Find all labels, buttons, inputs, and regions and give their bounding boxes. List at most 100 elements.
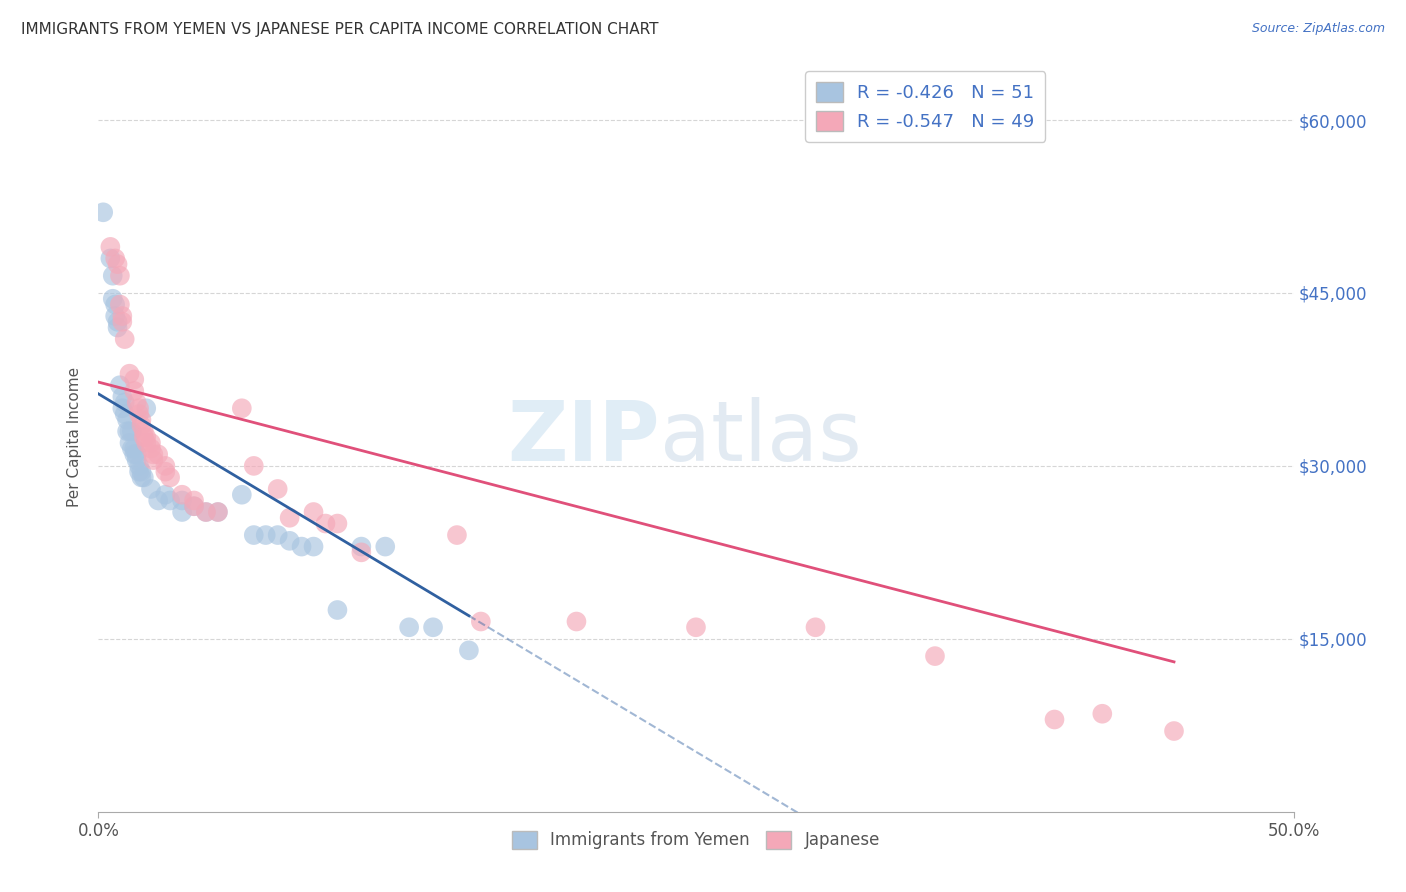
Point [315,516,337,531]
Point [104,297,127,311]
Point [128,458,150,473]
Point [326,516,349,531]
Point [398,620,420,634]
Point [159,493,181,508]
Point [446,528,468,542]
Point [155,488,177,502]
Point [924,649,946,664]
Point [91,205,114,219]
Point [104,252,127,266]
Point [111,401,134,416]
Point [139,435,162,450]
Y-axis label: Per Capita Income: Per Capita Income [67,367,83,508]
Point [128,407,150,421]
Point [254,528,277,542]
Point [124,447,146,461]
Point [207,505,229,519]
Point [111,390,134,404]
Point [135,430,157,444]
Point [124,442,146,456]
Point [374,540,396,554]
Point [131,465,153,479]
Point [278,533,301,548]
Point [422,620,444,634]
Point [291,540,314,554]
Point [121,442,143,456]
Point [108,297,131,311]
Point [101,268,124,283]
Point [114,395,136,409]
Point [148,493,170,508]
Point [183,500,205,514]
Point [155,465,177,479]
Point [231,401,253,416]
Point [107,257,129,271]
Point [231,488,253,502]
Point [243,458,266,473]
Point [139,482,162,496]
Point [98,240,122,254]
Point [458,643,481,657]
Point [104,309,127,323]
Point [142,447,165,461]
Point [135,435,157,450]
Point [142,453,165,467]
Point [267,528,290,542]
Point [98,252,122,266]
Point [1043,713,1066,727]
Point [195,505,218,519]
Point [350,545,373,559]
Point [135,401,157,416]
Point [131,418,153,433]
Point [207,505,229,519]
Point [565,615,588,629]
Point [128,465,150,479]
Point [132,470,155,484]
Point [183,500,205,514]
Point [1091,706,1114,721]
Point [132,425,155,439]
Text: atlas: atlas [661,397,862,477]
Point [124,384,146,398]
Point [278,510,301,524]
Point [155,458,177,473]
Point [1163,724,1185,739]
Point [302,505,325,519]
Point [115,425,138,439]
Point [101,292,124,306]
Point [111,309,134,323]
Point [131,413,153,427]
Point [125,395,148,409]
Text: IMMIGRANTS FROM YEMEN VS JAPANESE PER CAPITA INCOME CORRELATION CHART: IMMIGRANTS FROM YEMEN VS JAPANESE PER CA… [21,22,658,37]
Text: Source: ZipAtlas.com: Source: ZipAtlas.com [1251,22,1385,36]
Point [108,268,131,283]
Point [114,332,136,346]
Point [118,425,141,439]
Point [148,447,170,461]
Point [685,620,707,634]
Legend: Immigrants from Yemen, Japanese: Immigrants from Yemen, Japanese [505,824,887,855]
Point [125,447,148,461]
Point [470,615,492,629]
Point [107,320,129,334]
Point [243,528,266,542]
Point [350,540,373,554]
Text: ZIP: ZIP [508,397,661,477]
Point [128,401,150,416]
Point [139,442,162,456]
Point [115,413,138,427]
Point [804,620,827,634]
Point [159,470,181,484]
Point [121,425,143,439]
Point [302,540,325,554]
Point [124,372,146,386]
Point [195,505,218,519]
Point [118,367,141,381]
Point [125,453,148,467]
Point [267,482,290,496]
Point [131,470,153,484]
Point [172,488,194,502]
Point [107,315,129,329]
Point [172,505,194,519]
Point [108,378,131,392]
